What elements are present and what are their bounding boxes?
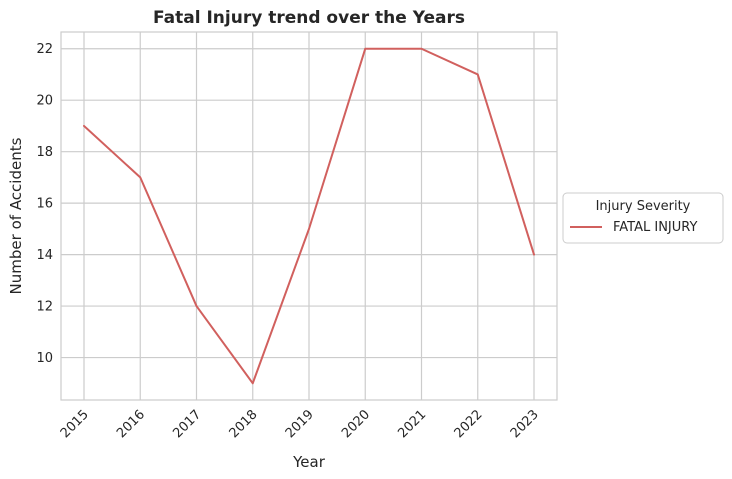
y-axis-label: Number of Accidents	[7, 137, 25, 294]
legend: Injury Severity FATAL INJURY	[562, 192, 724, 244]
legend-box	[562, 192, 724, 244]
y-tick-label: 10	[36, 351, 53, 366]
chart-title: Fatal Injury trend over the Years	[153, 8, 465, 28]
y-tick-labels: 10 12 14 16 18 20 22	[36, 42, 53, 366]
y-tick-label: 14	[36, 248, 53, 263]
grid	[61, 32, 557, 400]
legend-entry-label: FATAL INJURY	[613, 220, 697, 235]
y-tick-label: 22	[36, 42, 53, 57]
y-tick-label: 16	[36, 197, 53, 212]
legend-title: Injury Severity	[596, 199, 691, 214]
x-axis-label: Year	[292, 453, 326, 471]
y-tick-label: 18	[36, 145, 53, 160]
y-tick-label: 12	[36, 300, 53, 315]
plot-frame	[60, 31, 558, 401]
y-tick-label: 20	[36, 94, 53, 109]
series-lines	[83, 47, 535, 385]
